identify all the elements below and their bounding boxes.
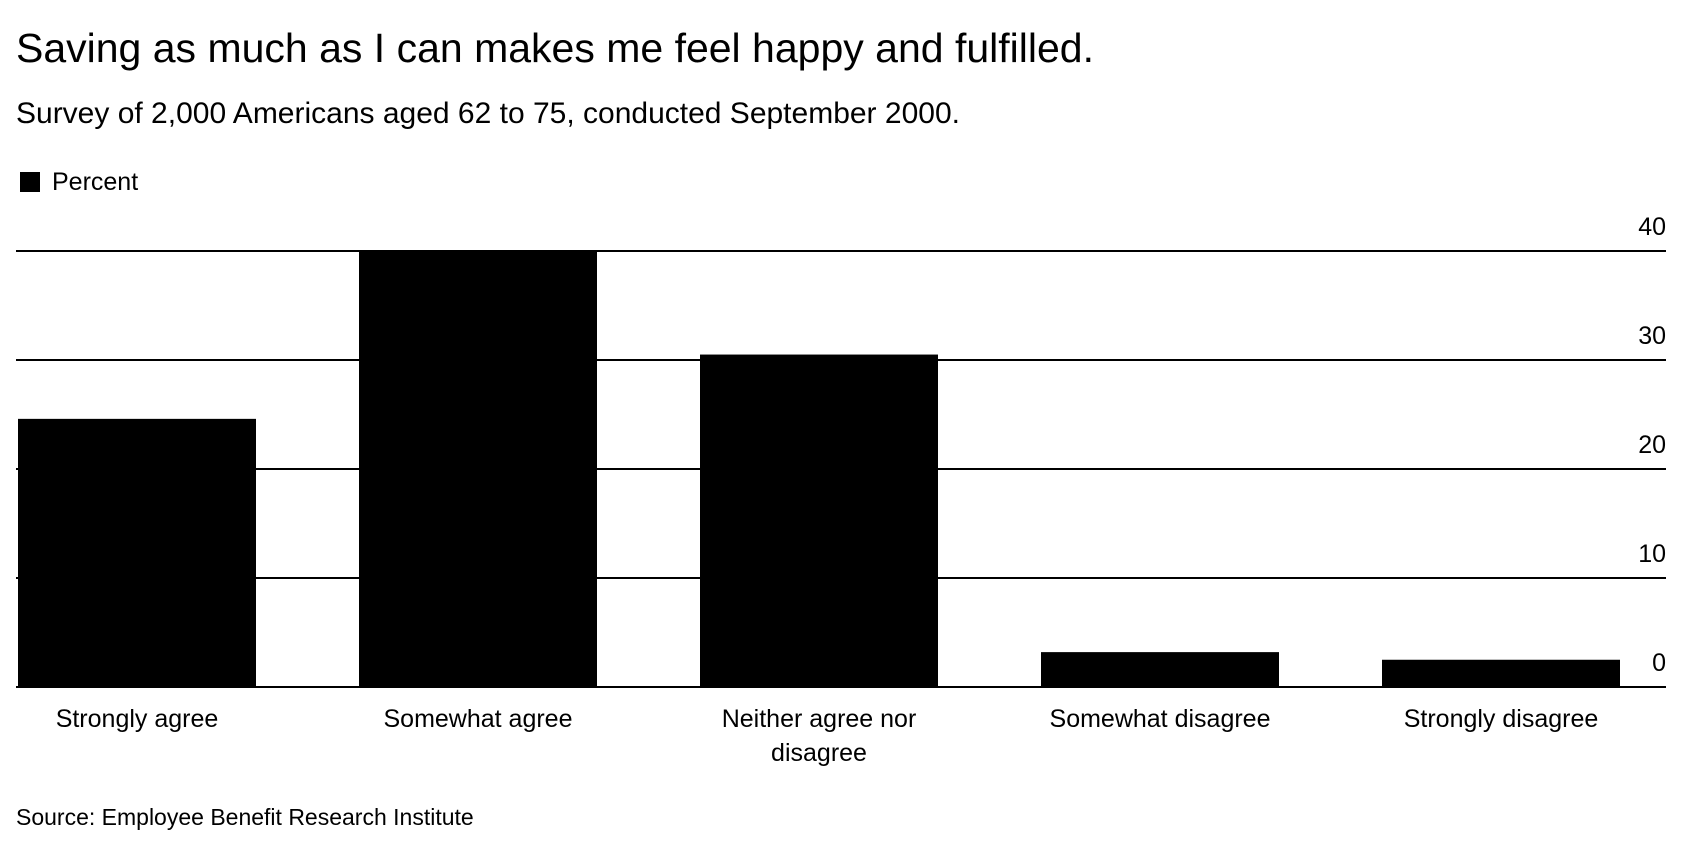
x-tick-label-line: Somewhat disagree <box>1050 705 1271 733</box>
source-note: Source: Employee Benefit Research Instit… <box>16 804 474 830</box>
chart-subtitle: Survey of 2,000 Americans aged 62 to 75,… <box>16 97 960 130</box>
y-tick-label-20: 20 <box>1638 431 1666 459</box>
y-tick-label-10: 10 <box>1638 540 1666 568</box>
legend-swatch-percent <box>20 172 40 192</box>
y-tick-label-40: 40 <box>1638 213 1666 241</box>
bar-0 <box>18 418 256 687</box>
x-tick-label-0: Strongly agree <box>56 705 219 733</box>
x-tick-label-4: Strongly disagree <box>1404 705 1599 733</box>
x-tick-label-line: Neither agree nor <box>722 705 917 733</box>
bar-2 <box>700 354 938 687</box>
bar-1 <box>359 251 597 687</box>
x-tick-label-line: Somewhat agree <box>383 705 572 733</box>
chart-title: Saving as much as I can makes me feel ha… <box>16 25 1094 71</box>
y-tick-label-30: 30 <box>1638 322 1666 350</box>
legend: Percent <box>20 166 138 198</box>
bar-3 <box>1041 652 1279 687</box>
y-tick-label-0: 0 <box>1652 649 1666 677</box>
x-tick-label-3: Somewhat disagree <box>1050 705 1271 733</box>
x-tick-label-1: Somewhat agree <box>383 705 572 733</box>
legend-label-percent: Percent <box>52 168 139 196</box>
x-tick-label-line: Strongly disagree <box>1404 705 1599 733</box>
x-tick-label-line: disagree <box>771 739 867 767</box>
bar-4 <box>1382 659 1620 687</box>
x-tick-label-line: Strongly agree <box>56 705 219 733</box>
x-tick-label-2: Neither agree nor disagree <box>722 705 917 767</box>
